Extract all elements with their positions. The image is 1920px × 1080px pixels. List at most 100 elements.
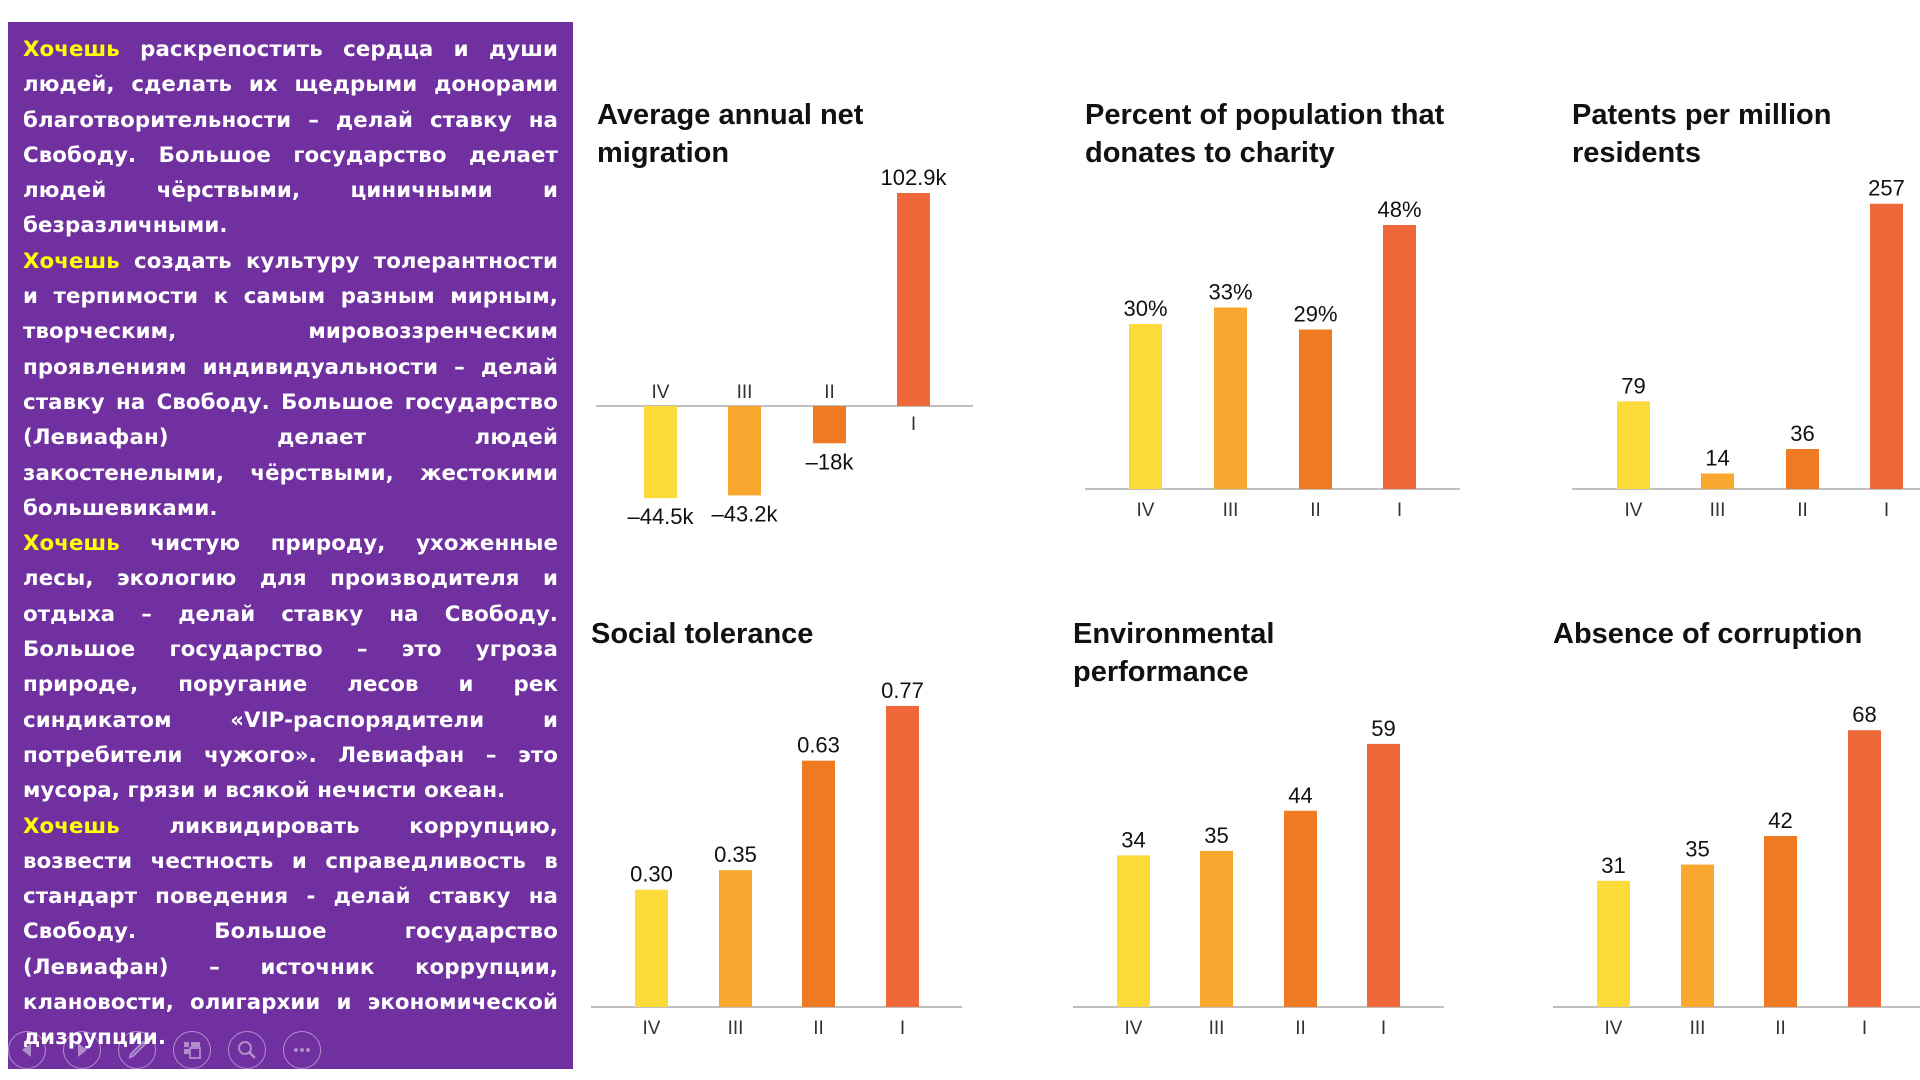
chart-title-line: performance [1073,656,1249,688]
data-label-III: 0.35 [714,842,757,867]
category-label-II: II [813,1018,824,1039]
category-label-II: II [824,382,835,403]
paragraph-text: чистую природу, ухоженные лесы, экологию… [23,531,558,804]
data-label-I: 102.9k [880,165,947,190]
bar-IV [1597,880,1630,1007]
pen-button[interactable] [118,1031,156,1069]
paragraph-text: раскрепостить сердца и души людей, сдела… [23,37,558,239]
category-label-III: III [728,1018,744,1039]
category-label-I: I [1862,1018,1867,1039]
chart-title-line: Percent of population that [1085,99,1445,131]
paragraph-tolerance: Хочешь создать культуру толерантности и … [23,244,558,526]
bar-II [1786,449,1819,489]
category-label-III: III [1209,1018,1225,1039]
bar-III [1200,850,1233,1007]
slide-sorter-button[interactable] [173,1031,211,1069]
chart-title: Patents per million residents [1572,96,1831,172]
chart-title: Percent of population that donates to cha… [1085,96,1444,172]
bar-I [886,705,919,1007]
paragraph-corruption: Хочешь ликвидировать коррупцию, возвести… [23,809,558,1056]
bar-III [719,870,752,1007]
data-label-II: –18k [806,449,855,474]
text-panel: Хочешь раскрепостить сердца и души людей… [8,22,573,1069]
next-slide-icon [78,1043,87,1057]
data-label-IV: 31 [1601,853,1625,878]
data-label-IV: 0.30 [630,862,673,887]
chart-title-line: Environmental [1073,618,1275,650]
bar-IV [644,406,677,499]
chart-title: Average annual net migration [597,96,863,172]
more-options-button[interactable] [283,1031,321,1069]
more-options-icon [294,1048,310,1052]
bar-IV [635,889,668,1007]
chart-title-line: residents [1572,137,1701,169]
category-label-IV: IV [652,382,670,403]
highlight-word: Хочешь [23,813,120,839]
data-label-III: 33% [1208,280,1252,305]
slide-sorter-icon [184,1042,201,1059]
bar-II [1299,329,1332,489]
category-label-II: II [1295,1018,1306,1039]
paragraph-charity: Хочешь раскрепостить сердца и души людей… [23,32,558,244]
data-label-III: 35 [1204,823,1228,848]
pen-icon [128,1040,147,1059]
bar-III [1701,473,1734,489]
category-label-II: II [1797,500,1808,521]
paragraph-text: ликвидировать коррупцию, возвести честно… [23,813,558,1051]
previous-slide-button[interactable] [8,1031,46,1069]
data-label-IV: 30% [1123,296,1167,321]
chart-title-line: Average annual net [597,99,864,131]
category-label-I: I [900,1018,905,1039]
bar-I [1848,730,1881,1007]
category-label-III: III [737,382,753,403]
data-label-I: 68 [1852,702,1876,727]
chart-title-line: Social tolerance [591,618,814,650]
data-label-IV: 79 [1621,373,1645,398]
category-label-I: I [911,414,916,435]
data-label-I: 48% [1377,197,1421,222]
category-label-II: II [1310,500,1321,521]
slideshow-toolbar [8,1031,321,1073]
next-slide-button[interactable] [63,1031,101,1069]
data-label-III: –43.2k [711,501,778,526]
bar-III [728,406,761,496]
bar-III [1214,307,1247,489]
chart-title: Social tolerance [591,615,813,653]
category-label-I: I [1381,1018,1386,1039]
bar-III [1681,864,1714,1007]
chart-title: Absence of corruption [1553,615,1862,653]
bar-I [1383,225,1416,489]
paragraph-nature: Хочешь чистую природу, ухоженные лесы, э… [23,526,558,808]
bar-IV [1129,324,1162,489]
bar-IV [1617,401,1650,489]
data-label-IV: 34 [1121,827,1145,852]
data-label-III: 14 [1705,445,1729,470]
category-label-III: III [1710,500,1726,521]
zoom-icon [238,1041,256,1059]
zoom-button[interactable] [228,1031,266,1069]
highlight-word: Хочешь [23,531,120,557]
bar-II [802,760,835,1007]
category-label-IV: IV [1125,1018,1143,1039]
highlight-word: Хочешь [23,248,120,274]
bar-I [1870,203,1903,490]
paragraph-text: создать культуру толерантности и терпимо… [23,248,558,521]
category-label-I: I [1397,500,1402,521]
bar-I [1367,743,1400,1007]
data-label-II: 42 [1768,808,1792,833]
highlight-word: Хочешь [23,37,120,62]
previous-slide-icon [22,1043,31,1057]
data-label-I: 257 [1868,176,1905,201]
bar-IV [1117,855,1150,1007]
category-label-I: I [1884,500,1889,521]
category-label-III: III [1690,1018,1706,1039]
chart-title-line: donates to charity [1085,137,1335,169]
bar-II [813,406,846,444]
data-label-II: 36 [1790,421,1814,446]
category-label-II: II [1775,1018,1786,1039]
data-label-IV: –44.5k [627,504,694,529]
data-label-II: 44 [1288,783,1312,808]
chart-title-line: migration [597,137,730,169]
category-label-IV: IV [1605,1018,1623,1039]
bar-II [1284,810,1317,1007]
